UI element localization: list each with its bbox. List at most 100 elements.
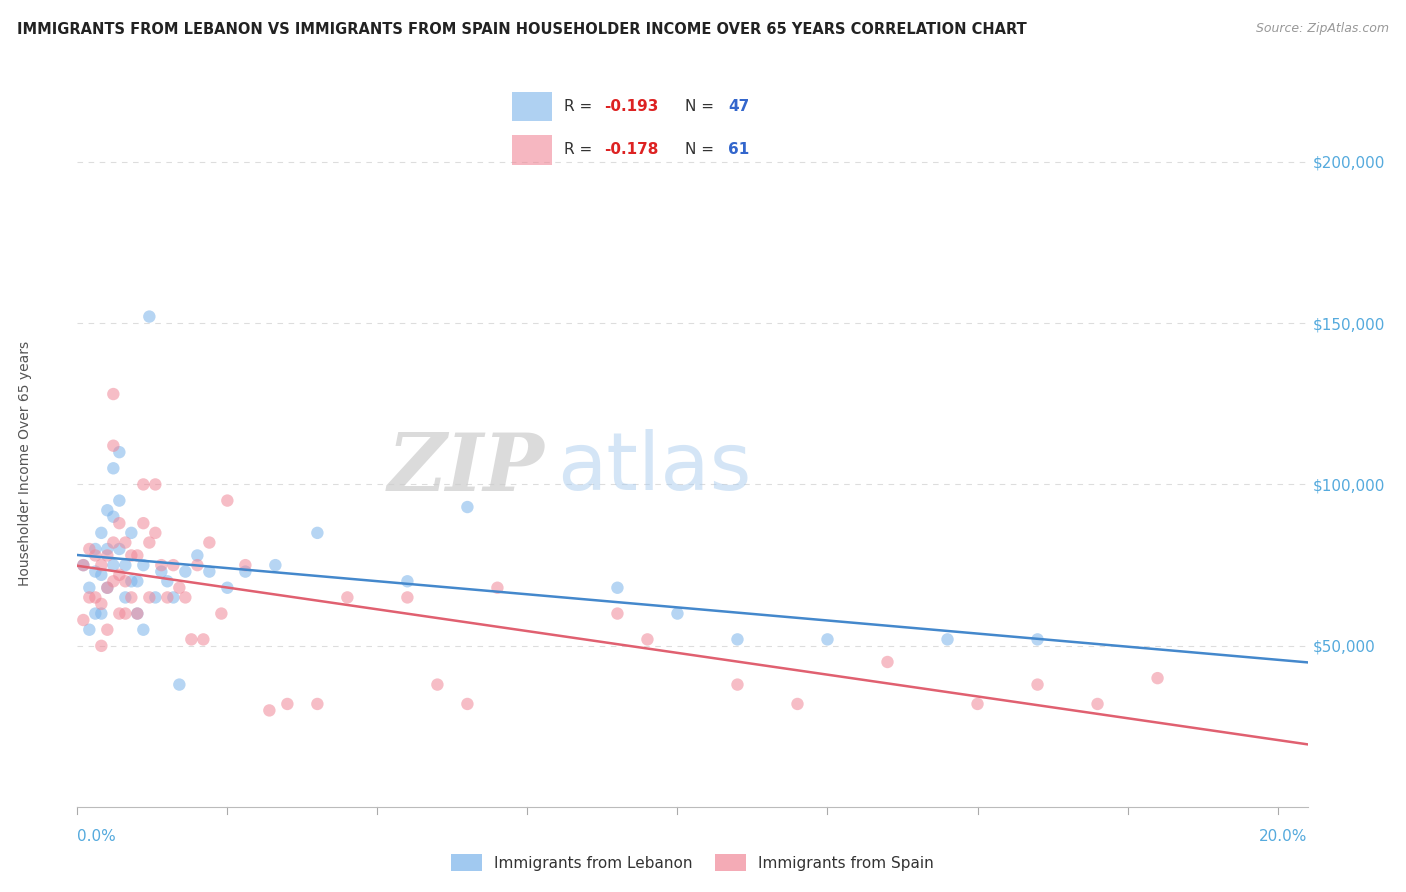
Point — [108, 607, 131, 621]
Point — [132, 477, 155, 491]
Point — [120, 525, 142, 540]
Point — [235, 558, 257, 573]
Point — [162, 591, 184, 605]
Point — [84, 607, 107, 621]
Point — [180, 632, 202, 647]
Point — [96, 541, 118, 556]
Point — [143, 525, 166, 540]
Point — [79, 581, 101, 595]
Point — [96, 581, 118, 595]
Point — [456, 697, 478, 711]
Point — [108, 541, 131, 556]
Point — [103, 574, 125, 589]
Point — [72, 558, 94, 573]
Point — [138, 310, 160, 324]
Point — [72, 613, 94, 627]
Point — [103, 558, 125, 573]
Point — [127, 574, 149, 589]
Point — [72, 558, 94, 573]
Point — [84, 565, 107, 579]
Text: 20.0%: 20.0% — [1260, 830, 1308, 844]
Point — [143, 477, 166, 491]
Point — [936, 632, 959, 647]
Point — [96, 549, 118, 563]
Point — [103, 509, 125, 524]
Point — [606, 607, 628, 621]
Point — [1146, 671, 1168, 685]
Point — [114, 574, 136, 589]
Text: Source: ZipAtlas.com: Source: ZipAtlas.com — [1256, 22, 1389, 36]
Point — [127, 607, 149, 621]
Point — [96, 503, 118, 517]
Point — [114, 591, 136, 605]
Point — [186, 549, 208, 563]
Point — [143, 591, 166, 605]
Point — [198, 535, 221, 549]
Text: ZIP: ZIP — [388, 430, 546, 507]
Point — [132, 623, 155, 637]
Text: atlas: atlas — [557, 429, 751, 508]
Point — [162, 558, 184, 573]
Point — [90, 597, 112, 611]
Text: -0.178: -0.178 — [605, 142, 658, 157]
Point — [79, 623, 101, 637]
Text: 61: 61 — [728, 142, 749, 157]
Point — [84, 549, 107, 563]
Point — [486, 581, 509, 595]
Point — [276, 697, 298, 711]
Point — [114, 535, 136, 549]
Point — [217, 493, 239, 508]
Point — [79, 591, 101, 605]
Point — [127, 549, 149, 563]
Point — [90, 639, 112, 653]
Text: Householder Income Over 65 years: Householder Income Over 65 years — [18, 342, 32, 586]
Point — [1026, 677, 1049, 691]
Point — [169, 677, 191, 691]
Text: N =: N = — [685, 142, 718, 157]
Point — [103, 461, 125, 475]
Point — [217, 581, 239, 595]
Point — [138, 535, 160, 549]
Point — [426, 677, 449, 691]
Point — [198, 565, 221, 579]
FancyBboxPatch shape — [512, 92, 551, 121]
Text: -0.193: -0.193 — [605, 99, 658, 114]
Point — [120, 549, 142, 563]
Point — [876, 655, 898, 669]
Text: R =: R = — [564, 99, 598, 114]
Point — [84, 541, 107, 556]
Point — [186, 558, 208, 573]
Point — [120, 591, 142, 605]
Point — [103, 387, 125, 401]
Point — [96, 623, 118, 637]
Point — [156, 591, 179, 605]
Point — [103, 439, 125, 453]
Point — [90, 558, 112, 573]
Point — [132, 516, 155, 531]
Point — [96, 581, 118, 595]
Text: N =: N = — [685, 99, 718, 114]
Text: 47: 47 — [728, 99, 749, 114]
Point — [966, 697, 988, 711]
FancyBboxPatch shape — [512, 135, 551, 164]
Point — [396, 574, 419, 589]
Legend: Immigrants from Lebanon, Immigrants from Spain: Immigrants from Lebanon, Immigrants from… — [444, 847, 941, 878]
Point — [90, 567, 112, 582]
Point — [307, 525, 329, 540]
Point — [90, 607, 112, 621]
Point — [727, 632, 749, 647]
Point — [235, 565, 257, 579]
Point — [817, 632, 839, 647]
Point — [264, 558, 287, 573]
Point — [132, 558, 155, 573]
Point — [84, 591, 107, 605]
Point — [108, 493, 131, 508]
Point — [108, 516, 131, 531]
Point — [108, 445, 131, 459]
Point — [336, 591, 359, 605]
Point — [169, 581, 191, 595]
Point — [786, 697, 808, 711]
Point — [174, 591, 197, 605]
Point — [120, 574, 142, 589]
Point — [114, 558, 136, 573]
